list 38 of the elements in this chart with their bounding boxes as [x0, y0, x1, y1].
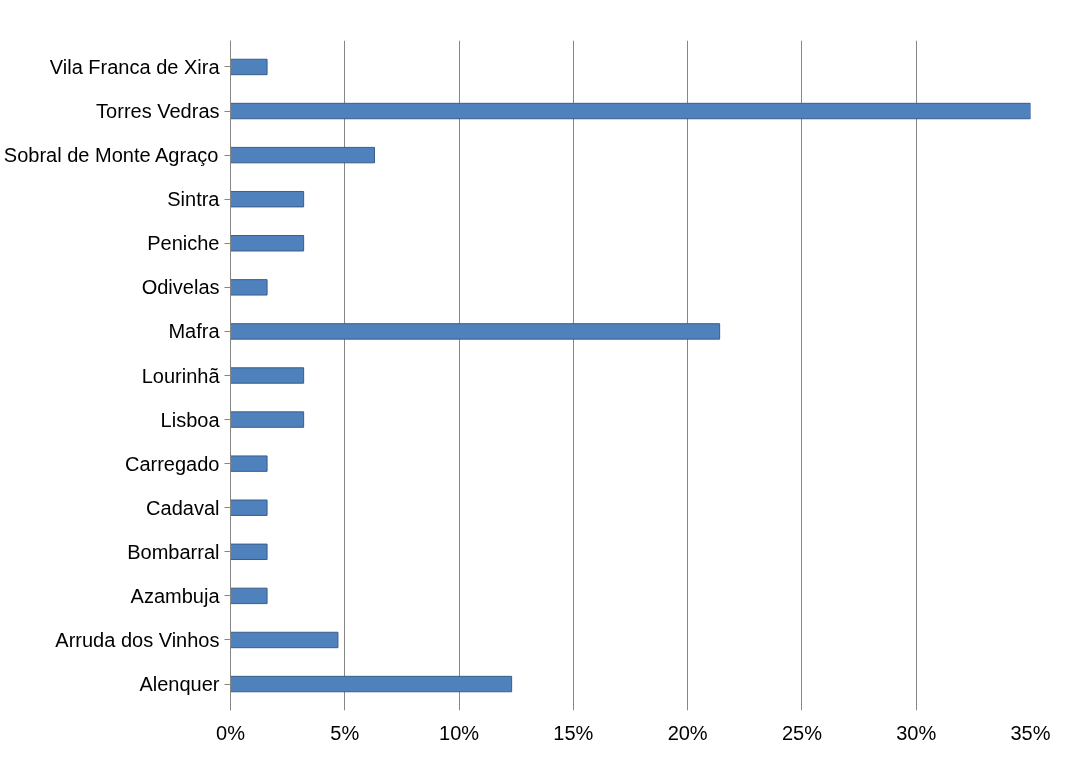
bar	[230, 58, 268, 76]
bar	[230, 587, 268, 605]
bar	[230, 631, 339, 649]
y-tick-label: Carregado	[125, 452, 220, 475]
y-tick-label: Mafra	[168, 320, 221, 343]
x-tick-label: 30%	[896, 721, 937, 744]
y-tick-label: Odivelas	[141, 276, 220, 299]
bar	[230, 411, 305, 428]
y-tick-label: Bombarral	[127, 540, 220, 563]
x-tick-label: 20%	[667, 721, 708, 744]
y-tick-label: Arruda dos Vinhos	[55, 628, 220, 651]
bar	[230, 323, 721, 340]
y-tick-label: Azambuja	[130, 584, 221, 607]
y-tick-label: Lourinhã	[141, 364, 221, 387]
y-tick-label: Sobral de Monte Agraço	[3, 144, 219, 167]
y-tick-label: Sintra	[167, 188, 221, 211]
bar	[230, 102, 1031, 120]
y-tick-label: Lisboa	[160, 408, 221, 431]
bar	[230, 499, 268, 516]
bar	[230, 235, 305, 252]
x-tick-label: 35%	[1010, 721, 1051, 744]
y-tick-label: Cadaval	[146, 496, 220, 519]
y-tick-label: Alenquer	[139, 673, 220, 696]
x-tick-label: 5%	[330, 721, 360, 744]
x-tick-label: 10%	[439, 721, 480, 744]
y-tick-label: Vila Franca de Xira	[49, 55, 221, 78]
x-tick-label: 0%	[216, 721, 246, 744]
bar	[230, 455, 268, 472]
x-tick-label: 25%	[781, 721, 823, 744]
bar	[230, 367, 305, 384]
bar	[230, 675, 513, 693]
x-tick-label: 15%	[553, 721, 594, 744]
bar	[230, 146, 375, 164]
y-tick-label: Torres Vedras	[96, 100, 220, 123]
bar	[230, 190, 305, 208]
bar	[230, 279, 268, 296]
y-tick-label: Peniche	[147, 232, 220, 255]
bar	[230, 543, 268, 561]
